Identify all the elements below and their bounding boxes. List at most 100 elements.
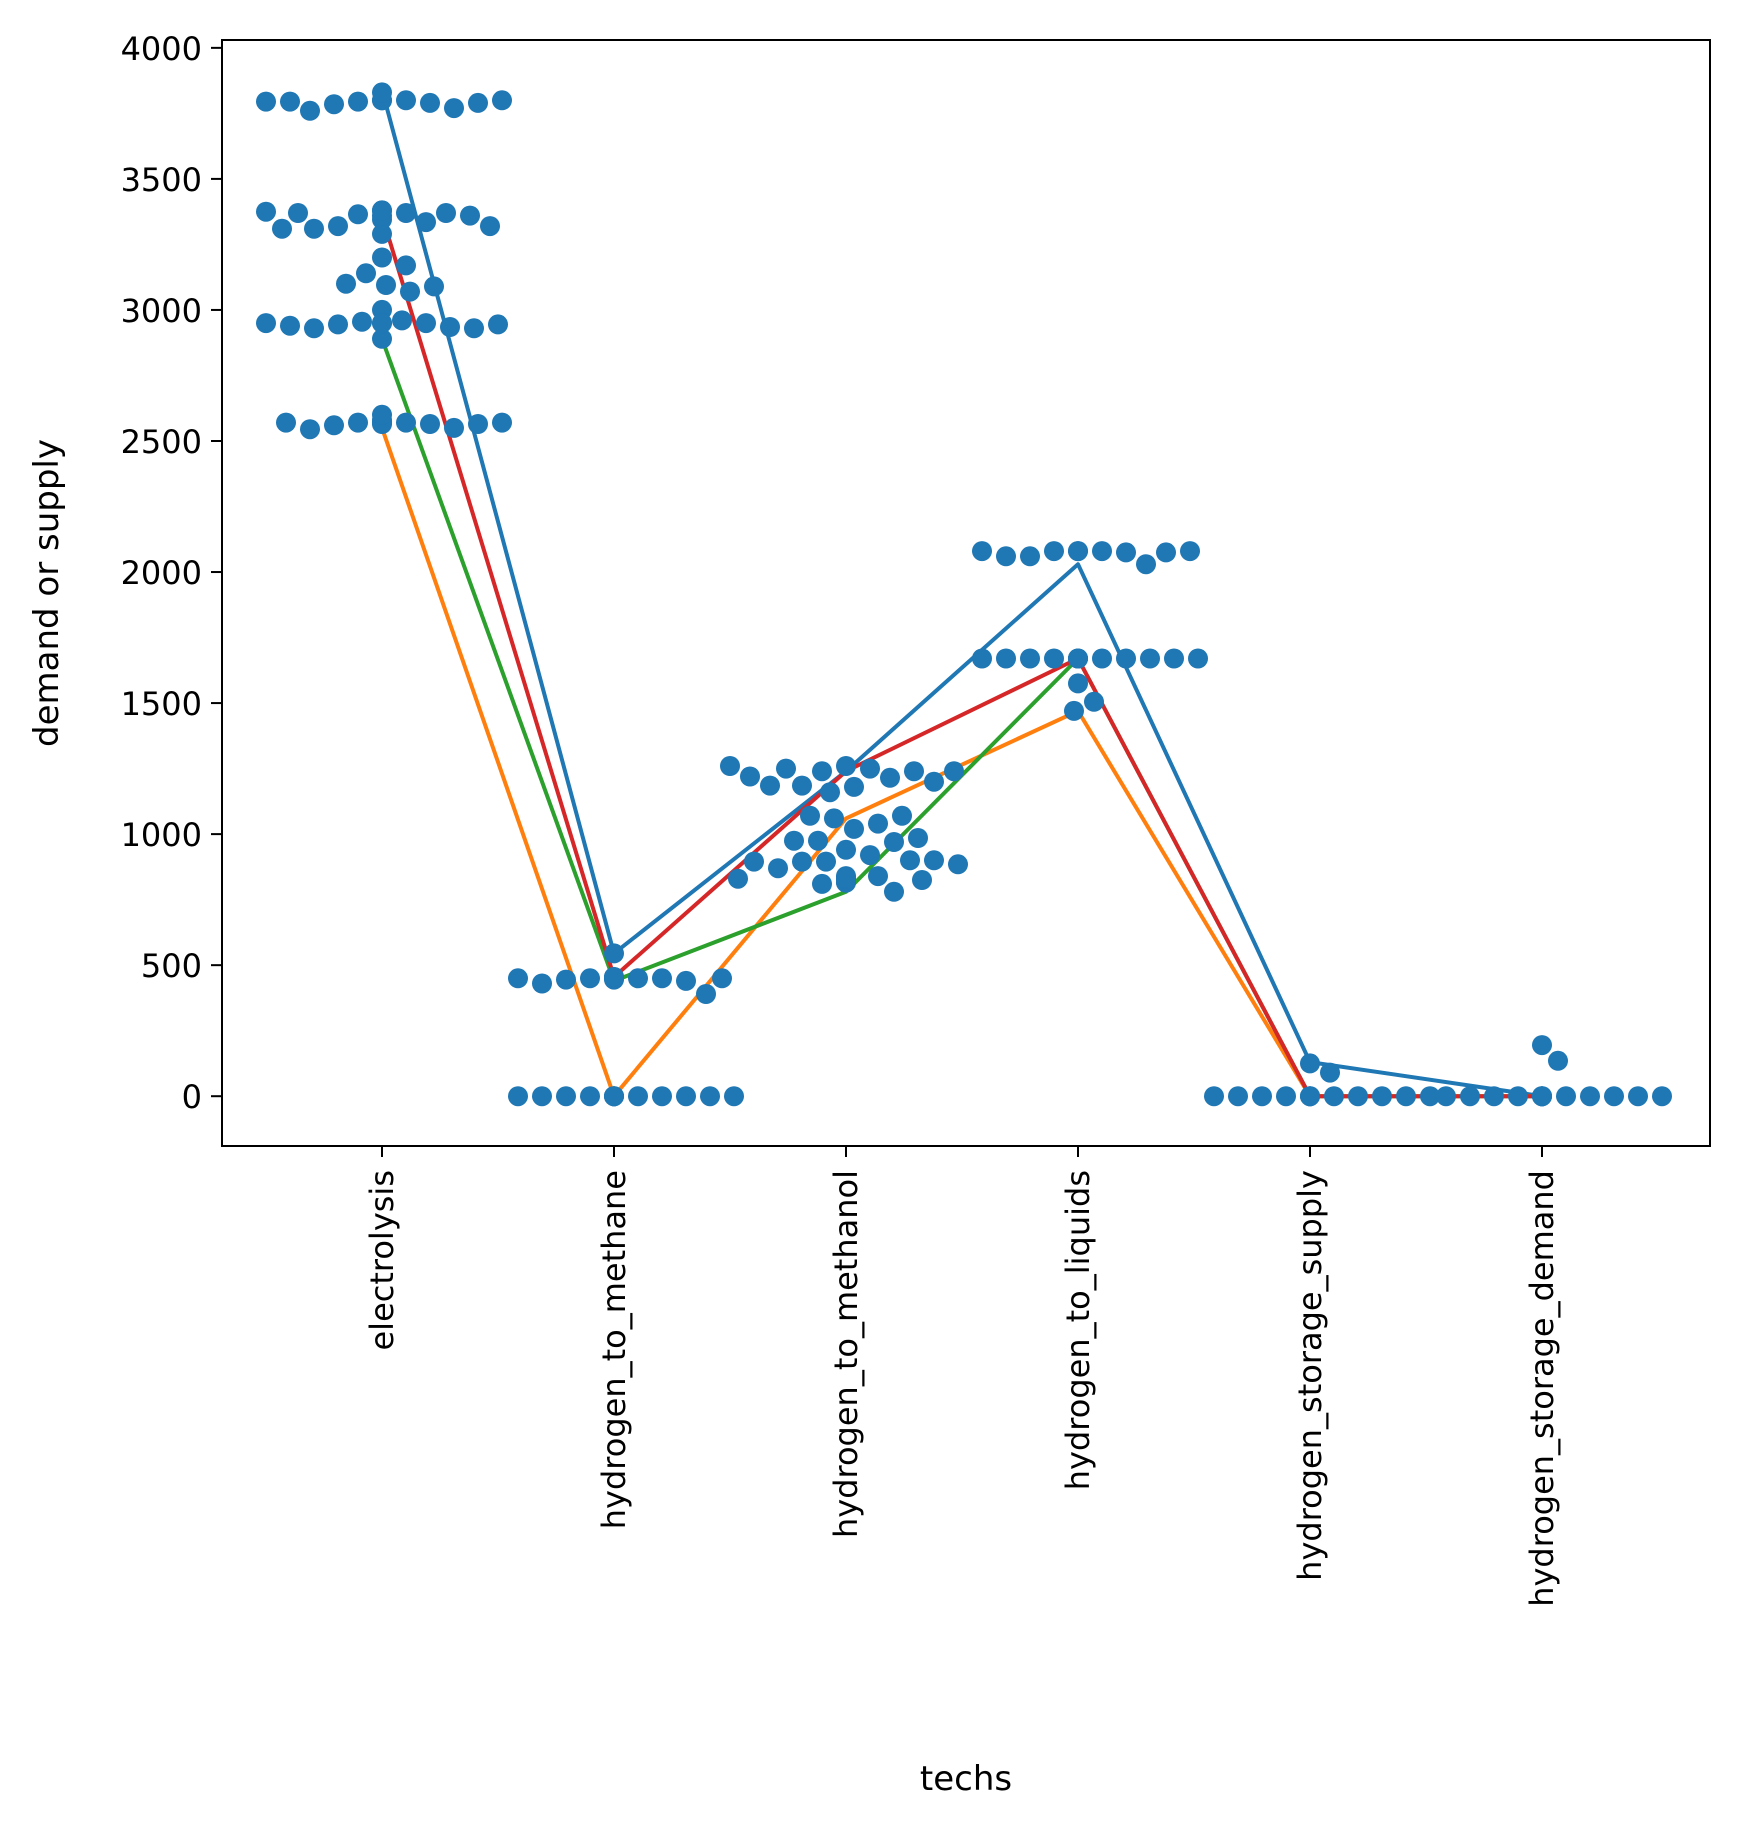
y-tick-label: 500 (141, 947, 202, 985)
data-point (328, 216, 348, 237)
y-tick-label: 2500 (121, 423, 202, 461)
data-point (700, 1086, 720, 1107)
data-point (444, 98, 464, 119)
data-point (860, 845, 880, 866)
data-point (628, 1086, 648, 1107)
data-point (604, 943, 624, 964)
data-point (328, 314, 348, 335)
data-point (256, 313, 276, 334)
data-point (420, 92, 440, 113)
data-point (816, 851, 836, 872)
x-tick-label: hydrogen_to_methanol (827, 1170, 865, 1538)
data-point (372, 313, 392, 334)
data-point (280, 91, 300, 112)
data-point (392, 310, 412, 331)
x-axis-label: techs (920, 1759, 1012, 1799)
y-axis-label: demand or supply (27, 439, 67, 747)
data-point (892, 805, 912, 826)
data-point (1064, 700, 1084, 721)
data-point (768, 858, 788, 879)
data-point (1420, 1086, 1440, 1107)
data-point (556, 1086, 576, 1107)
data-point (844, 818, 864, 839)
data-point (400, 281, 420, 302)
data-point (652, 968, 672, 989)
x-tick-label: hydrogen_to_methane (595, 1170, 633, 1529)
data-point (508, 1086, 528, 1107)
data-point (348, 91, 368, 112)
data-point (1484, 1086, 1504, 1107)
data-point (1180, 541, 1200, 562)
data-point (884, 881, 904, 902)
data-point (1164, 648, 1184, 669)
data-point (324, 94, 344, 115)
swarm-points (256, 82, 1672, 1107)
data-point (1116, 542, 1136, 563)
data-point (372, 200, 392, 221)
data-point (1188, 648, 1208, 669)
data-point (280, 315, 300, 336)
data-point (1320, 1062, 1340, 1083)
y-tick-label: 1000 (121, 816, 202, 854)
data-point (1604, 1086, 1624, 1107)
data-point (420, 414, 440, 434)
data-point (508, 968, 528, 989)
y-tick-label: 1500 (121, 685, 202, 723)
data-point (808, 830, 828, 851)
data-point (908, 828, 928, 848)
data-point (348, 204, 368, 225)
data-point (532, 973, 552, 994)
x-tick-label: hydrogen_storage_demand (1523, 1170, 1561, 1607)
data-point (336, 273, 356, 294)
data-point (900, 850, 920, 871)
data-point (868, 866, 888, 887)
data-point (812, 761, 832, 782)
data-point (416, 212, 436, 233)
data-point (468, 414, 488, 434)
data-point (1556, 1086, 1576, 1107)
x-tick-label: electrolysis (363, 1170, 401, 1351)
data-point (376, 275, 396, 295)
data-point (996, 546, 1016, 567)
x-tick-label: hydrogen_storage_supply (1291, 1170, 1329, 1581)
data-point (880, 767, 900, 788)
data-point (580, 968, 600, 989)
data-point (1020, 546, 1040, 567)
data-point (300, 419, 320, 440)
x-tick-label: hydrogen_to_liquids (1059, 1170, 1097, 1490)
data-point (1044, 648, 1064, 669)
data-point (744, 851, 764, 872)
data-point (860, 758, 880, 779)
data-point (372, 82, 392, 103)
data-point (948, 854, 968, 875)
data-point (1628, 1086, 1648, 1107)
data-point (256, 201, 276, 222)
data-point (1136, 554, 1156, 575)
plot-frame (221, 39, 1711, 1147)
data-point (1228, 1086, 1248, 1107)
data-point (1508, 1086, 1528, 1107)
y-tick-label: 2000 (121, 554, 202, 592)
data-point (272, 218, 292, 239)
data-point (696, 984, 716, 1004)
data-point (256, 91, 276, 112)
data-point (416, 313, 436, 334)
data-point (844, 776, 864, 797)
data-point (492, 412, 512, 433)
data-point (728, 868, 748, 889)
data-point (740, 766, 760, 787)
data-point (1204, 1086, 1224, 1107)
data-point (1652, 1086, 1672, 1107)
data-point (372, 404, 392, 425)
data-point (480, 216, 500, 237)
data-point (676, 1086, 696, 1107)
data-point (912, 870, 932, 890)
data-point (396, 203, 416, 223)
data-point (436, 203, 456, 223)
data-point (464, 318, 484, 339)
data-point (604, 1086, 624, 1107)
data-point (652, 1086, 672, 1107)
data-point (1116, 648, 1136, 669)
data-point (324, 415, 344, 436)
